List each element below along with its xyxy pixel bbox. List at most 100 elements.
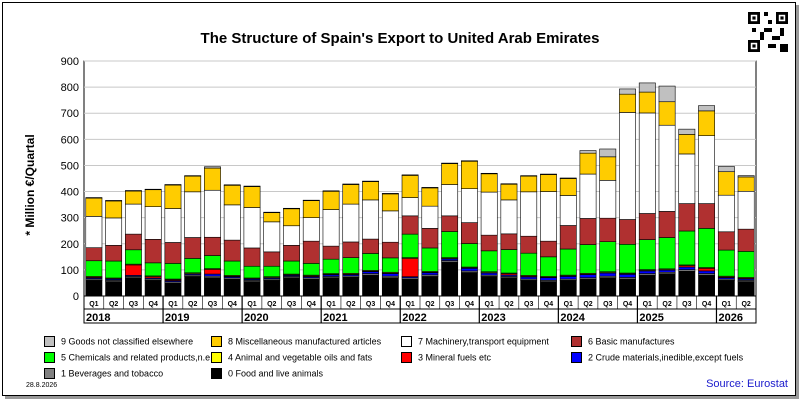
bar-segment bbox=[480, 250, 498, 273]
bar-segment bbox=[362, 199, 379, 240]
bar-segment bbox=[559, 248, 577, 276]
bar-segment bbox=[599, 156, 617, 181]
legend-item: 6 Basic manufactures bbox=[571, 336, 675, 348]
bar-segment bbox=[579, 218, 597, 245]
legend-item: 0 Food and live animals bbox=[211, 368, 323, 380]
bar-segment bbox=[441, 231, 459, 258]
bar-segment bbox=[500, 183, 518, 201]
bar-segment bbox=[737, 251, 755, 278]
bar-segment bbox=[342, 183, 360, 185]
year-label: 2021 bbox=[323, 312, 347, 324]
bar-segment bbox=[401, 258, 419, 277]
x-tick-label: Q1 bbox=[168, 301, 177, 308]
bar-segment bbox=[263, 211, 281, 213]
bar-segment bbox=[461, 160, 478, 162]
x-tick-label: Q1 bbox=[643, 301, 652, 308]
bar-segment bbox=[480, 234, 498, 252]
bar-segment bbox=[322, 258, 340, 274]
x-tick-label: Q3 bbox=[682, 301, 691, 308]
legend-item: 3 Mineral fuels etc bbox=[401, 352, 491, 364]
qr-code-icon bbox=[748, 12, 788, 52]
x-tick-label: Q1 bbox=[722, 301, 731, 308]
bar-segment bbox=[638, 82, 656, 93]
bar-segment bbox=[678, 153, 696, 204]
legend-label: 4 Animal and vegetable oils and fats bbox=[228, 352, 373, 363]
bar-segment bbox=[520, 191, 538, 237]
bar-segment bbox=[223, 184, 241, 186]
y-axis-label: * Million €/Quartal bbox=[23, 134, 37, 235]
bar-segment bbox=[283, 207, 300, 210]
bar-segment bbox=[678, 270, 696, 297]
x-tick-label: Q2 bbox=[109, 301, 118, 308]
legend-item: 5 Chemicals and related products,n.e.s. bbox=[44, 352, 220, 364]
bar-segment bbox=[698, 203, 715, 229]
bar-segment bbox=[737, 228, 755, 252]
bar-segment bbox=[322, 277, 340, 297]
bar-segment bbox=[401, 197, 419, 217]
x-tick-label: Q1 bbox=[405, 301, 414, 308]
bar-segment bbox=[401, 175, 419, 198]
bar-segment bbox=[283, 277, 300, 297]
bar-segment bbox=[579, 244, 597, 274]
bar-segment bbox=[441, 184, 459, 217]
bar-segment bbox=[144, 206, 162, 240]
legend-swatch bbox=[211, 352, 222, 364]
y-tick-label: 300 bbox=[61, 213, 79, 225]
x-tick-label: Q4 bbox=[149, 301, 158, 308]
bar-segment bbox=[381, 277, 399, 297]
x-tick-label: Q1 bbox=[89, 301, 98, 308]
bar-segment bbox=[401, 278, 419, 297]
legend-item: 9 Goods not classified elsewhere bbox=[44, 336, 193, 348]
x-tick-label: Q4 bbox=[386, 301, 395, 308]
bar-segment bbox=[658, 269, 676, 273]
bar-segment bbox=[125, 233, 142, 251]
bar-segment bbox=[461, 243, 478, 268]
legend-swatch bbox=[571, 336, 582, 348]
bar-segment bbox=[105, 217, 123, 246]
year-label: 2018 bbox=[86, 312, 110, 324]
bar-segment bbox=[322, 245, 340, 260]
bar-segment bbox=[500, 199, 518, 235]
year-label: 2023 bbox=[481, 312, 505, 324]
bar-segment bbox=[204, 189, 221, 238]
bar-segment bbox=[144, 188, 162, 191]
legend-item: 4 Animal and vegetable oils and fats bbox=[211, 352, 373, 364]
legend-swatch bbox=[401, 352, 412, 364]
bar-segment bbox=[421, 228, 439, 249]
bar-segment bbox=[619, 244, 636, 274]
bar-segment bbox=[559, 225, 577, 250]
bar-segment bbox=[559, 177, 577, 179]
bar-segment bbox=[599, 241, 617, 273]
x-tick-label: Q1 bbox=[564, 301, 573, 308]
bar-segment bbox=[381, 257, 399, 273]
bar-segment bbox=[717, 171, 735, 196]
bar-segment bbox=[658, 211, 676, 238]
bar-segment bbox=[302, 200, 320, 218]
x-tick-label: Q3 bbox=[366, 301, 375, 308]
bar-segment bbox=[184, 175, 202, 193]
x-tick-label: Q2 bbox=[267, 301, 276, 308]
bar-segment bbox=[461, 188, 478, 223]
bar-segment bbox=[223, 239, 241, 262]
bar-segment bbox=[658, 273, 676, 297]
bar-segment bbox=[579, 152, 597, 175]
bar-segment bbox=[164, 184, 182, 209]
bar-segment bbox=[678, 128, 696, 135]
bar-segment bbox=[125, 203, 142, 235]
x-tick-label: Q4 bbox=[544, 301, 553, 308]
y-tick-label: 0 bbox=[73, 291, 79, 303]
bar-segment bbox=[302, 240, 320, 264]
bar-segment bbox=[599, 217, 617, 242]
bar-segment bbox=[223, 184, 241, 206]
bar-segment bbox=[480, 276, 498, 297]
bar-segment bbox=[638, 112, 656, 214]
bar-segment bbox=[105, 281, 123, 297]
legend-label: 8 Miscellaneous manufactured articles bbox=[228, 336, 382, 347]
bar-segment bbox=[421, 187, 439, 189]
source-label: Source: Eurostat bbox=[706, 378, 788, 390]
legend-swatch bbox=[211, 336, 222, 348]
y-tick-label: 900 bbox=[61, 56, 79, 68]
bar-segment bbox=[441, 261, 459, 297]
bar-segment bbox=[638, 274, 656, 297]
bar-segment bbox=[520, 235, 538, 254]
